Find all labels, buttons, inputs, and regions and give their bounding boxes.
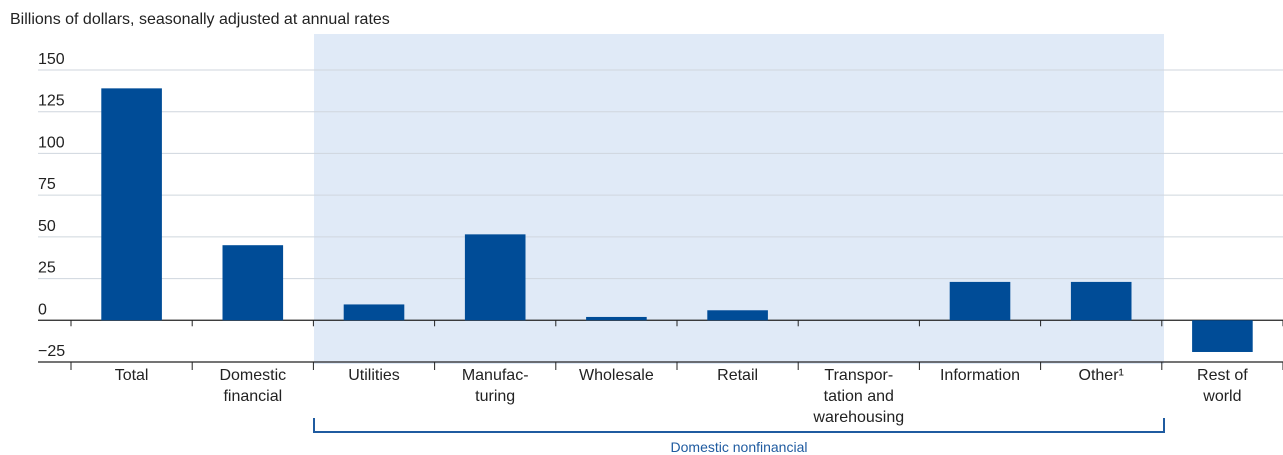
bar: [464, 234, 526, 321]
y-tick-label: 150: [38, 51, 65, 68]
group-label: Domestic nonfinancial: [671, 439, 808, 455]
y-tick-label: 100: [38, 134, 65, 151]
y-tick-label: 50: [38, 218, 56, 235]
x-tick-label: Total: [114, 367, 149, 384]
y-tick-label: −25: [38, 343, 65, 360]
bar: [949, 281, 1011, 321]
bar: [101, 88, 162, 321]
y-tick-label: 125: [38, 93, 65, 110]
x-tick-label: Utilities: [348, 367, 400, 384]
x-tick-label: Retail: [717, 367, 759, 384]
x-tick-label: Other¹: [1078, 367, 1124, 384]
group-bracket: [313, 418, 1165, 433]
x-tick-label: Wholesale: [579, 367, 654, 384]
y-tick-label: 25: [38, 260, 56, 277]
y-tick-label: 75: [38, 176, 56, 193]
bar: [586, 316, 647, 321]
chart-subtitle: Billions of dollars, seasonally adjusted…: [10, 11, 390, 28]
x-tick-label: Domestic financial: [219, 367, 287, 405]
bar: [707, 310, 768, 321]
bar: [222, 245, 284, 321]
x-tick-label: Information: [939, 367, 1021, 384]
bar: [1070, 281, 1132, 321]
y-tick-label: 0: [38, 301, 47, 318]
x-tick-label: Transpor- tation and warehousing: [813, 367, 905, 426]
group-shade: [314, 34, 1164, 364]
x-tick-label: Rest of world: [1197, 367, 1248, 405]
bar: [343, 304, 405, 321]
bar: [1192, 320, 1253, 352]
x-tick-label: Manufac- turing: [461, 367, 529, 405]
